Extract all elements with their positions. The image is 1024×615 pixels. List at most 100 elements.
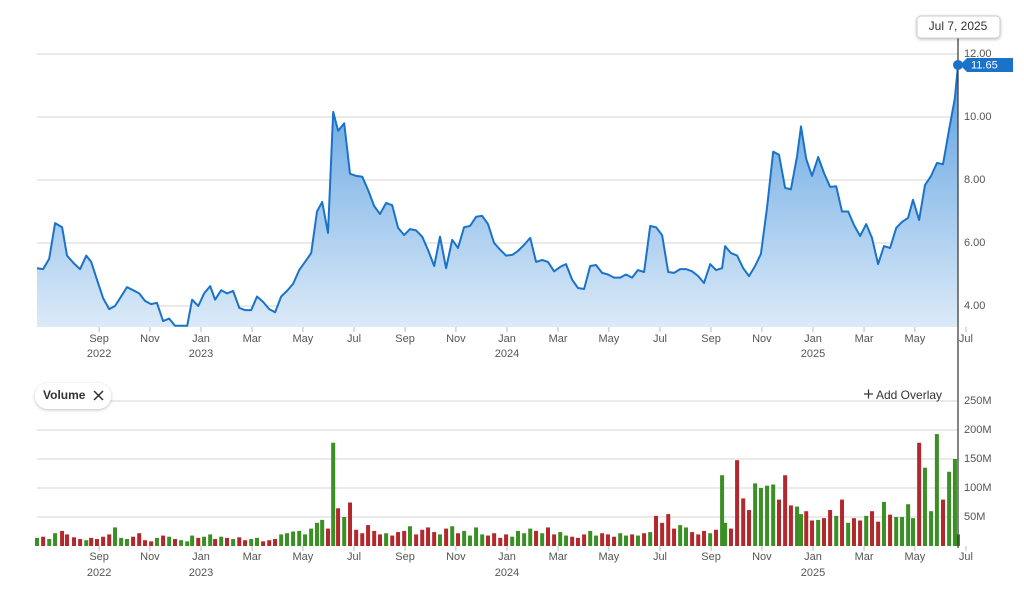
x-year-label: 2023 — [189, 348, 213, 360]
volume-bar — [870, 511, 875, 546]
x-tick-label: Jul — [347, 333, 361, 345]
x-tick-label: Jul — [653, 551, 667, 563]
volume-bar — [291, 531, 296, 546]
volume-bar — [297, 530, 302, 546]
volume-bar — [635, 535, 640, 546]
volume-bar — [444, 528, 449, 546]
volume-bar — [678, 525, 683, 546]
volume-bar — [534, 530, 539, 546]
date-tooltip: Jul 7, 2025 — [929, 19, 988, 33]
volume-bar — [314, 522, 319, 546]
volume-bar — [366, 525, 371, 546]
volume-bar — [124, 539, 129, 546]
volume-bar — [89, 537, 94, 546]
volume-bar — [702, 530, 707, 546]
volume-bar — [828, 510, 833, 546]
x-tick-label: Jan — [804, 333, 822, 345]
x-tick-label: Sep — [395, 333, 415, 345]
volume-bar — [894, 517, 899, 546]
x-tick-label: Jan — [804, 551, 822, 563]
volume-bar — [696, 534, 701, 546]
volume-bar — [131, 536, 136, 546]
volume-bar — [690, 532, 695, 546]
volume-bar — [167, 536, 172, 546]
volume-bar — [113, 527, 118, 546]
volume-bar — [372, 530, 377, 546]
volume-bar — [202, 536, 207, 546]
volume-bar — [137, 533, 142, 546]
x-tick-label: May — [598, 333, 619, 345]
volume-bar — [498, 537, 503, 546]
volume-bar — [753, 483, 758, 546]
volume-bar — [765, 485, 770, 546]
volume-bar — [360, 533, 365, 546]
volume-bar — [941, 499, 946, 546]
volume-bar — [630, 534, 635, 546]
volume-bar — [952, 459, 957, 546]
y-tick-label: 50M — [964, 511, 985, 523]
volume-bar — [735, 460, 740, 546]
volume-bar — [522, 533, 527, 546]
plus-icon[interactable] — [864, 389, 873, 399]
volume-bar — [720, 475, 725, 546]
volume-bar — [254, 537, 259, 546]
volume-bar — [486, 535, 491, 546]
volume-bar — [243, 540, 248, 546]
volume-bar — [788, 505, 793, 546]
volume-bar — [575, 537, 580, 546]
volume-bar — [917, 442, 922, 546]
x-tick-label: May — [904, 551, 925, 563]
volume-bar — [864, 515, 869, 546]
volume-bar — [208, 534, 213, 546]
x-tick-label: Nov — [752, 333, 772, 345]
volume-bar — [642, 533, 647, 546]
x-tick-label: Jul — [959, 333, 973, 345]
volume-bar — [196, 537, 201, 546]
volume-bar — [683, 527, 688, 546]
volume-bar — [402, 530, 407, 546]
volume-bar — [450, 526, 455, 546]
last-point — [953, 59, 963, 70]
volume-bar — [723, 522, 728, 546]
volume-pill[interactable] — [35, 383, 111, 409]
volume-bar — [154, 537, 159, 546]
volume-bar — [179, 540, 184, 546]
y-tick-label: 100M — [964, 482, 992, 494]
volume-bar — [237, 537, 242, 546]
volume-bar — [799, 514, 804, 546]
volume-bar — [261, 541, 266, 546]
volume-bar — [795, 506, 800, 546]
volume-bar — [225, 537, 230, 546]
x-tick-label: Mar — [855, 333, 874, 345]
volume-bar — [653, 515, 658, 546]
volume-bar — [558, 532, 563, 546]
volume-bar — [267, 540, 272, 546]
volume-bar — [161, 535, 166, 546]
x-tick-label: Jan — [192, 551, 210, 563]
volume-bar — [728, 528, 733, 546]
volume-bar — [666, 514, 671, 546]
volume-bar — [504, 534, 509, 546]
x-tick-label: Nov — [446, 551, 466, 563]
volume-bar — [840, 499, 845, 546]
x-tick-label: Sep — [89, 551, 109, 563]
x-tick-label: May — [293, 551, 314, 563]
volume-bar — [612, 536, 617, 546]
add-overlay[interactable]: Add Overlay — [876, 388, 942, 402]
x-tick-label: May — [904, 333, 925, 345]
volume-bar — [947, 471, 952, 546]
x-year-label: 2025 — [801, 348, 825, 360]
close-icon[interactable] — [93, 390, 104, 401]
y-tick-label: 250M — [964, 395, 992, 407]
volume-bar — [747, 510, 752, 546]
volume-bar — [143, 540, 148, 546]
volume-bar — [600, 533, 605, 546]
volume-bar — [846, 522, 851, 546]
x-year-label: 2025 — [801, 567, 825, 579]
x-year-label: 2024 — [495, 567, 519, 579]
volume-bar — [713, 529, 718, 546]
y-tick-label: 10.00 — [964, 111, 992, 123]
volume-bar — [777, 499, 782, 546]
